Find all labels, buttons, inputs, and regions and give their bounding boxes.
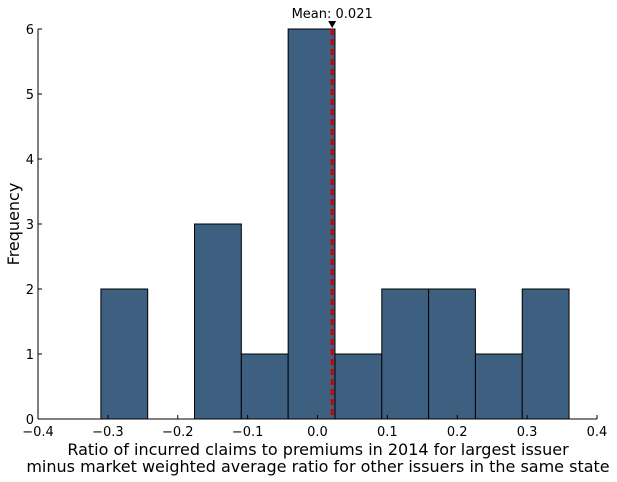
- x-tick-label: −0.2: [162, 425, 194, 440]
- histogram-bar: [428, 288, 476, 420]
- histogram-bar: [287, 28, 336, 420]
- histogram-bar: [194, 223, 242, 420]
- y-ticks: 0 1 2 3 4 5 6: [26, 23, 42, 428]
- x-tick-label: −0.3: [92, 425, 124, 440]
- bars-group: [100, 28, 570, 420]
- histogram-bar: [100, 288, 149, 420]
- y-tick-label: 6: [26, 23, 34, 38]
- y-tick-label: 3: [26, 218, 34, 233]
- x-tick-label: −0.1: [232, 425, 264, 440]
- y-tick-label: 2: [26, 283, 34, 298]
- y-tick-label: 1: [26, 348, 34, 363]
- histogram-bar: [381, 288, 430, 420]
- x-axis-label-line2: minus market weighted average ratio for …: [26, 457, 609, 476]
- histogram-bar: [474, 353, 523, 420]
- x-tick-label: −0.4: [22, 425, 54, 440]
- x-tick-label: 0.0: [307, 425, 328, 440]
- x-tick-label: 0.4: [587, 425, 608, 440]
- histogram-bar: [334, 353, 383, 420]
- x-tick-label: 0.2: [447, 425, 468, 440]
- y-tick-label: 0: [26, 413, 34, 428]
- mean-annotation: Mean: 0.021: [292, 7, 373, 22]
- histogram-bar: [521, 288, 570, 420]
- x-ticks: −0.4 −0.3 −0.2 −0.1 0.0 0.1 0.2 0.3 0.4: [22, 415, 607, 440]
- y-axis-label: Frequency: [4, 183, 23, 266]
- y-tick-label: 5: [26, 88, 34, 103]
- x-axis-label-line1: Ratio of incurred claims to premiums in …: [67, 440, 569, 459]
- histogram-bar: [240, 353, 289, 420]
- mean-arrow-icon: [328, 21, 337, 28]
- x-tick-label: 0.1: [377, 425, 398, 440]
- x-tick-label: 0.3: [517, 425, 538, 440]
- y-tick-label: 4: [26, 153, 34, 168]
